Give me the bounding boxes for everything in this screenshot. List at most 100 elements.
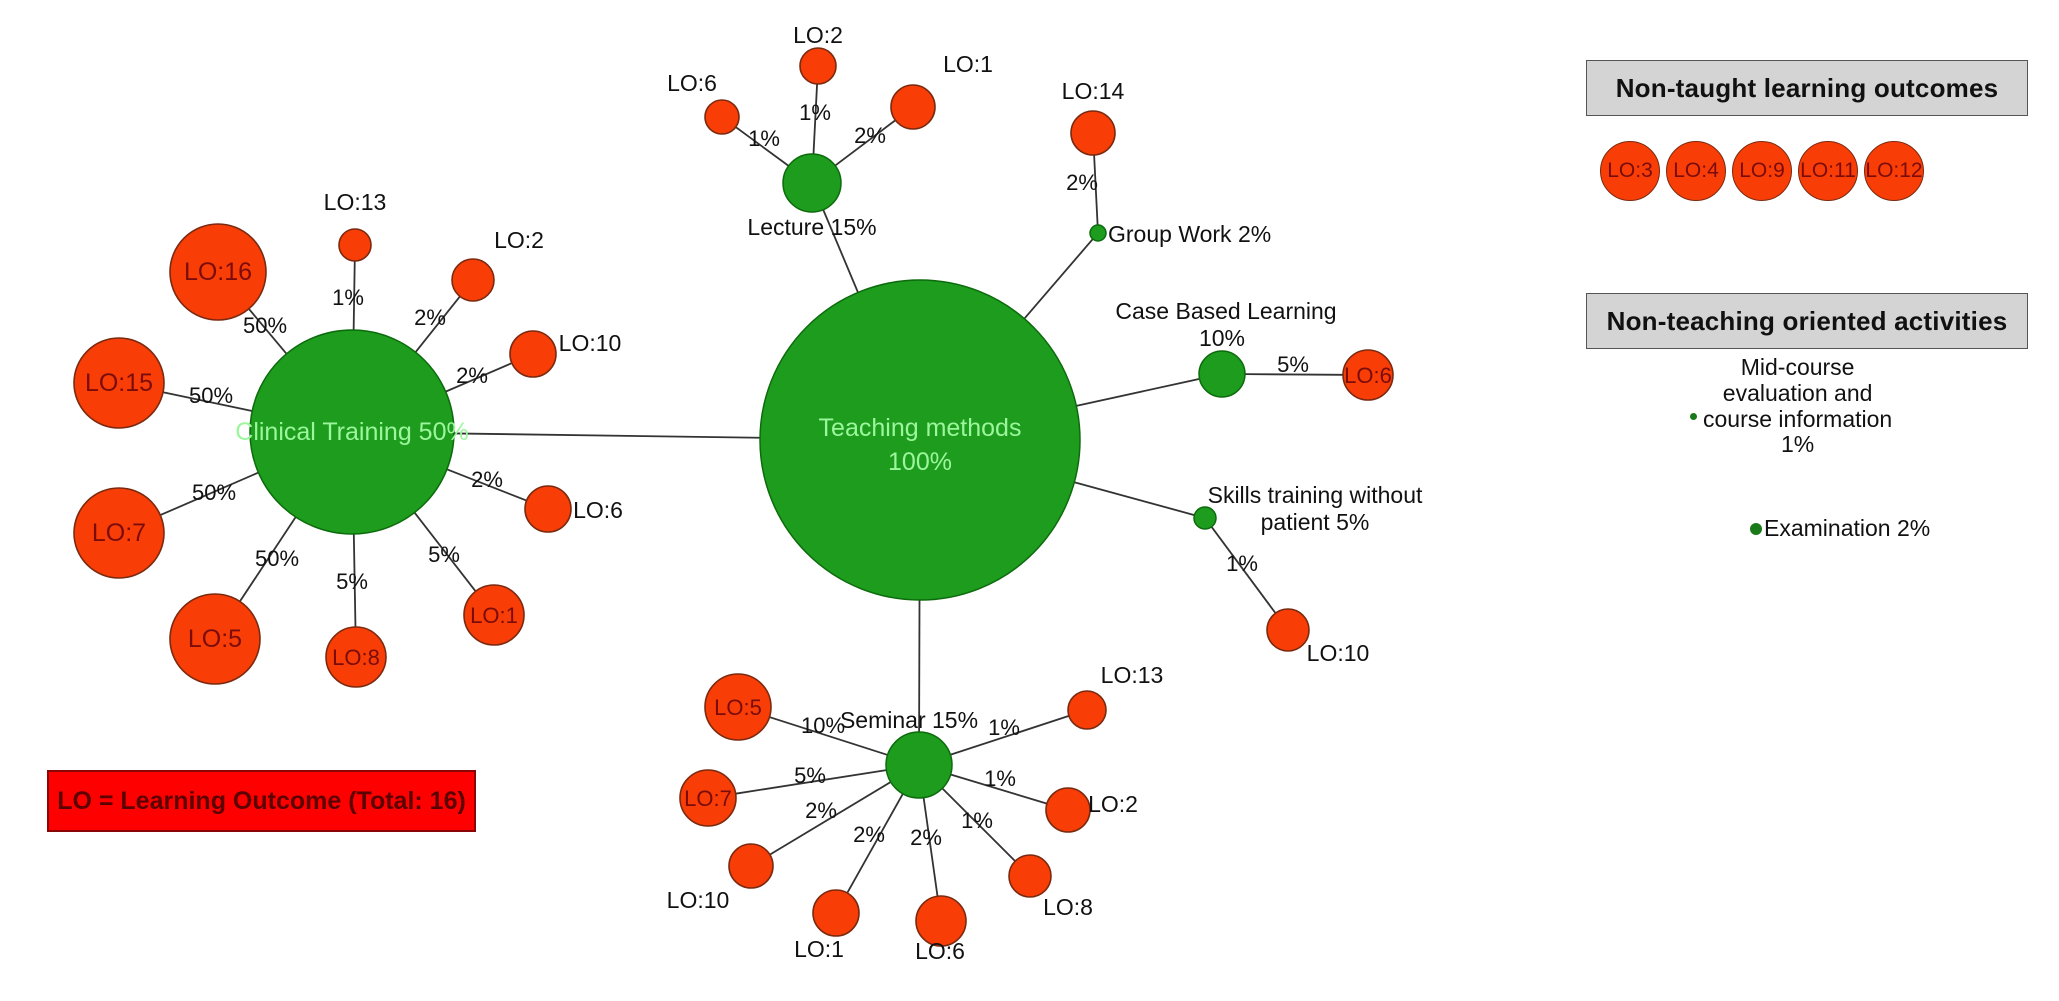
hub-label-skills: Skills training without — [1208, 482, 1423, 508]
edge-label: 1% — [1226, 551, 1258, 576]
lo-node-sem_lo5[interactable] — [704, 673, 772, 741]
hub-label-seminar: Seminar 15% — [840, 707, 978, 733]
lo-node-ct_lo2[interactable] — [451, 258, 495, 302]
edges-layer — [159, 83, 1344, 897]
lo-node-label: LO:10 — [1307, 640, 1370, 666]
lo-node-ct_lo6[interactable] — [524, 485, 572, 533]
lo-node-lec_lo1[interactable] — [890, 84, 936, 130]
labels-layer: 50% 50% 50% 50% 5% 5% 1% 2% 2% 2% 1% 1% 2% 2% 5% 1% 10% 5… — [85, 22, 1423, 964]
hub-label-skills-2: patient 5% — [1261, 509, 1370, 535]
lo-node-label: LO:7 — [684, 786, 732, 811]
edge-clinical-ct_lo5 — [239, 516, 297, 602]
nodes-layer — [73, 47, 1394, 947]
edge-cbl-cbl_lo6 — [1244, 373, 1344, 376]
legend-lo-chip: LO:9 — [1732, 141, 1792, 201]
edge-label: 5% — [336, 569, 368, 594]
hub-label-cbl-pct: 10% — [1199, 325, 1245, 351]
hub-node-skills[interactable] — [1193, 506, 1217, 530]
legend-item-examination-text: Examination 2% — [1764, 515, 1931, 541]
lo-node-label: LO:14 — [1062, 78, 1125, 104]
lo-node-label: LO:10 — [667, 887, 730, 913]
edge-label: 5% — [428, 542, 460, 567]
lo-node-cbl_lo6[interactable] — [1342, 349, 1394, 401]
lo-node-sk_lo10[interactable] — [1266, 608, 1310, 652]
edge-label: 2% — [456, 363, 488, 388]
edge-label: 1% — [988, 715, 1020, 740]
edge-lecture-lec_lo6 — [735, 126, 790, 167]
hub-label-groupwork: Group Work 2% — [1108, 221, 1271, 247]
edge-groupwork-gw_lo14 — [1093, 154, 1099, 226]
edge-label: 5% — [1277, 352, 1309, 377]
lo-node-label: LO:1 — [470, 603, 518, 628]
lo-node-label: LO:8 — [1043, 894, 1093, 920]
lo-node-label: LO:2 — [494, 227, 544, 253]
lo-node-sem_lo10[interactable] — [728, 843, 774, 889]
legend-item-examination: Examination 2% — [1750, 515, 1931, 542]
legend-lo-chip: LO:11 — [1798, 141, 1858, 201]
edge-clinical-ct_lo8 — [352, 533, 357, 628]
hub-node-cbl[interactable] — [1198, 350, 1246, 398]
lo-node-sem_lo6[interactable] — [915, 895, 967, 947]
lo-node-label: LO:2 — [793, 22, 843, 48]
lo-node-sem_lo7[interactable] — [679, 769, 737, 827]
lo-node-label: LO:8 — [332, 645, 380, 670]
edge-seminar-sem_lo5 — [769, 716, 888, 756]
edge-clinical-ct_lo15 — [162, 391, 253, 412]
lo-node-label: LO:1 — [943, 51, 993, 77]
lo-node-sem_lo2[interactable] — [1045, 787, 1091, 833]
edge-label: 1% — [961, 808, 993, 833]
edge-seminar-sem_lo10 — [769, 781, 892, 856]
lo-node-label: LO:6 — [915, 938, 965, 964]
lo-node-ct_lo8[interactable] — [325, 626, 387, 688]
lo-node-sem_lo1[interactable] — [812, 889, 860, 937]
edge-seminar-sem_lo6 — [922, 797, 939, 897]
lo-node-ct_lo15[interactable] — [73, 337, 165, 429]
legend-non-teaching-header: Non-teaching oriented activities — [1586, 293, 2028, 349]
lo-node-ct_lo5[interactable] — [169, 593, 261, 685]
hub-node-groupwork[interactable] — [1089, 224, 1107, 242]
lo-node-label: LO:2 — [1088, 791, 1138, 817]
lo-node-gw_lo14[interactable] — [1070, 110, 1116, 156]
hub-node-lecture[interactable] — [782, 153, 842, 213]
edge-lecture-lec_lo2 — [812, 83, 818, 155]
edge-seminar-sem_lo7 — [735, 769, 887, 795]
edge-label: 10% — [801, 713, 845, 738]
edge-label: 1% — [799, 100, 831, 125]
edge-label: 1% — [748, 126, 780, 151]
lo-node-ct_lo7[interactable] — [73, 487, 165, 579]
hub-label-teaching: Teaching methods — [819, 414, 1022, 442]
legend-non-taught-header: Non-taught learning outcomes — [1586, 60, 2028, 116]
lo-node-ct_lo16[interactable] — [169, 223, 267, 321]
edge-clinical-ct_lo16 — [248, 308, 288, 355]
lo-node-ct_lo1[interactable] — [463, 584, 525, 646]
lo-node-lec_lo6[interactable] — [704, 99, 740, 135]
edge-teaching-clinical — [453, 432, 761, 439]
edge-label: 2% — [853, 822, 885, 847]
lo-node-label: LO:1 — [794, 936, 844, 962]
edge-label: 1% — [984, 766, 1016, 791]
legend-item-mid-course-evaluation: Mid-course evaluation and course informa… — [1690, 354, 1950, 458]
lo-node-ct_lo10[interactable] — [509, 330, 557, 378]
hub-node-clinical[interactable] — [249, 329, 455, 535]
edge-label: 2% — [910, 825, 942, 850]
edge-lecture-lec_lo1 — [834, 119, 896, 167]
edge-clinical-ct_lo13 — [352, 260, 356, 331]
edge-label: 2% — [471, 467, 503, 492]
edge-clinical-ct_lo7 — [159, 471, 259, 516]
lo-node-sem_lo13[interactable] — [1067, 690, 1107, 730]
hub-node-seminar[interactable] — [885, 731, 953, 799]
edge-label: 2% — [805, 798, 837, 823]
mid-course-line2: evaluation and — [1722, 379, 1873, 406]
hub-node-teaching[interactable] — [759, 279, 1081, 601]
lo-node-label: LO:13 — [1101, 662, 1164, 688]
edge-clinical-ct_lo6 — [446, 468, 527, 502]
lo-node-label: LO:15 — [85, 369, 153, 397]
hub-label-lecture: Lecture 15% — [747, 214, 876, 240]
legend-lo-box: LO = Learning Outcome (Total: 16) — [47, 770, 476, 832]
edge-teaching-skills — [1074, 481, 1195, 516]
lo-node-ct_lo13[interactable] — [338, 228, 372, 262]
lo-node-sem_lo8[interactable] — [1008, 854, 1052, 898]
edge-label: 2% — [1066, 170, 1098, 195]
lo-node-lec_lo2[interactable] — [799, 47, 837, 85]
edge-skills-sk_lo10 — [1210, 526, 1277, 614]
